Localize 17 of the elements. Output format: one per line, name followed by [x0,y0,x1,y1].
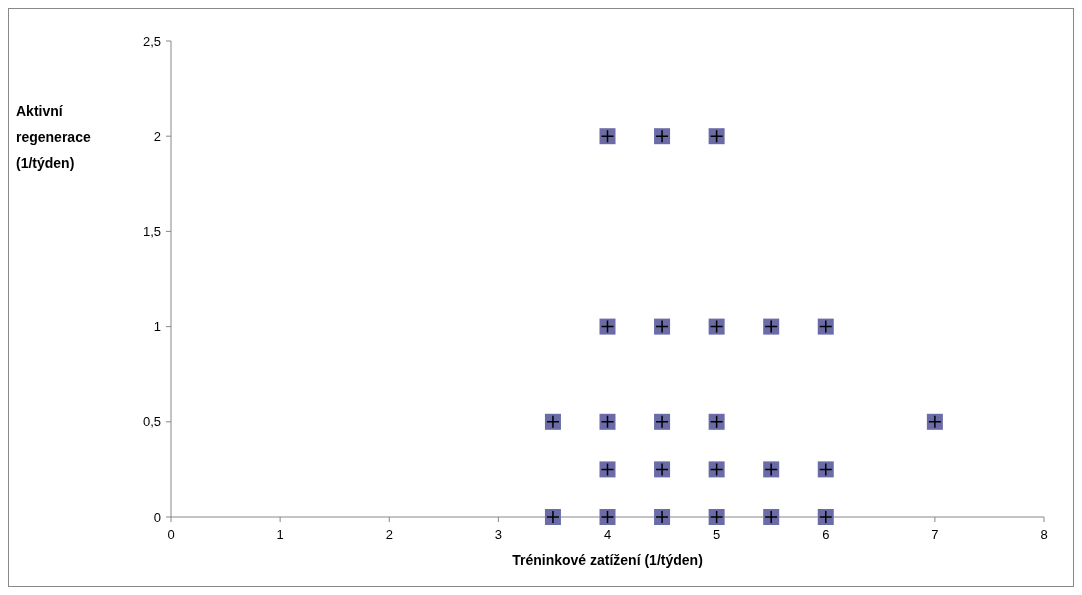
y-tick-label: 0,5 [142,414,161,430]
x-tick-label: 6 [822,527,830,542]
y-tick-label: 2 [153,128,161,144]
x-tick-label: 0 [167,527,175,542]
y-tick-label: 1 [153,319,161,335]
x-tick-label: 8 [1040,527,1048,542]
x-tick-label: 5 [713,527,721,542]
x-tick-label: 7 [931,527,939,542]
x-tick-label: 2 [385,527,393,542]
x-axis-title: Tréninkové zatížení (1/týden) [512,552,703,568]
x-tick-label: 4 [603,527,612,542]
y-axis-title: Aktivní regenerace (1/týden) [16,103,91,171]
y-tick-label: 1,5 [142,223,161,239]
y-tick-label: 0 [153,509,161,525]
x-tick-label: 3 [494,527,502,542]
y-tick-label: 2,5 [142,33,161,49]
x-tick-label: 1 [276,527,284,542]
